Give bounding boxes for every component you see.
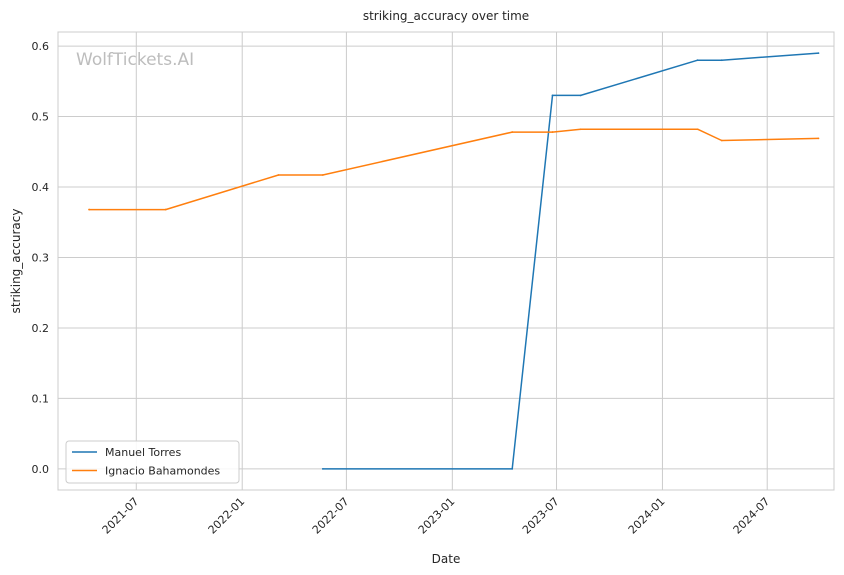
data-point — [277, 174, 280, 176]
data-point — [511, 131, 514, 133]
x-axis-title: Date — [432, 552, 461, 566]
x-tick-label: 2023-07 — [520, 495, 562, 537]
data-point — [511, 467, 514, 470]
y-tick-label: 0.6 — [32, 40, 50, 53]
x-tick-label: 2022-01 — [206, 495, 248, 537]
data-point — [579, 94, 582, 97]
x-tick-label: 2021-07 — [100, 495, 142, 537]
grid — [58, 32, 834, 490]
data-point — [579, 128, 582, 131]
data-point — [551, 94, 554, 97]
data-point — [696, 59, 699, 62]
series-line-0 — [322, 52, 819, 470]
data-point — [817, 52, 820, 55]
data-point — [720, 139, 723, 142]
legend-label-manuel-torres: Manuel Torres — [105, 446, 181, 459]
chart-title: striking_accuracy over time — [363, 9, 529, 23]
data-point — [321, 467, 324, 470]
x-tick-labels: 2021-07 2022-01 2022-07 2023-01 2023-07 2024-… — [100, 495, 773, 537]
data-point — [817, 137, 820, 140]
y-tick-label: 0.0 — [32, 463, 50, 476]
plot-area-frame — [57, 31, 835, 491]
data-point — [321, 174, 324, 176]
data-point — [164, 208, 167, 211]
y-axis-title: striking_accuracy — [9, 209, 23, 314]
y-tick-label: 0.3 — [32, 251, 50, 264]
legend-label-ignacio-bahamondes: Ignacio Bahamondes — [105, 465, 220, 478]
data-point — [88, 208, 90, 211]
x-tick-label: 2024-07 — [731, 495, 773, 537]
y-tick-label: 0.2 — [32, 322, 50, 335]
legend: Manuel Torres Ignacio Bahamondes — [65, 440, 240, 484]
x-tick-label: 2024-01 — [626, 495, 668, 537]
x-tick-label: 2023-01 — [416, 495, 458, 537]
data-point — [696, 128, 699, 131]
watermark-text: WolfTickets.AI — [76, 50, 194, 70]
y-tick-label: 0.4 — [32, 181, 50, 194]
data-point — [720, 59, 723, 62]
y-tick-label: 0.5 — [32, 111, 50, 124]
data-point — [551, 131, 554, 133]
legend-box — [65, 440, 240, 484]
series-line-1 — [89, 128, 819, 211]
x-tick-label: 2022-07 — [310, 495, 352, 537]
y-tick-label: 0.1 — [32, 392, 50, 405]
y-tick-labels: 0.0 0.1 0.2 0.3 0.4 0.5 0.6 — [32, 40, 50, 476]
series-lines — [88, 52, 820, 470]
